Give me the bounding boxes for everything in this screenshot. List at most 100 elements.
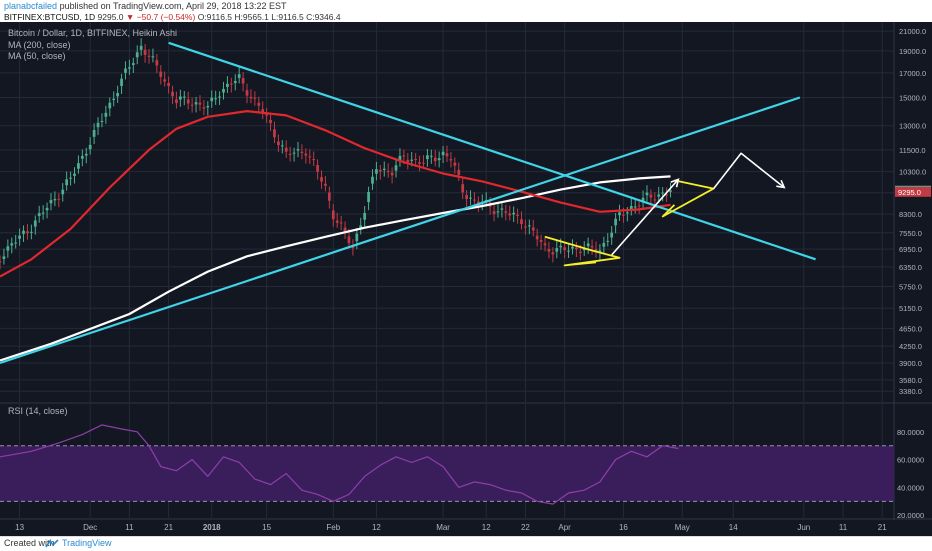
time-tick-label: 2018 [203, 523, 221, 532]
candle-body [233, 80, 237, 84]
ma200-line [0, 175, 671, 362]
candle-body [575, 247, 578, 250]
candle-body [563, 247, 567, 251]
candle-body [457, 169, 461, 175]
candle-body [500, 208, 504, 210]
price-tick-label: 10300.0 [899, 168, 926, 177]
candle-body [73, 173, 76, 176]
rsi-band-fill [0, 445, 894, 502]
flag-may[interactable] [661, 179, 715, 218]
chart-svg[interactable]: 21000.0 19000.0 17000.0 15000.0 13000.0 11500… [0, 22, 932, 538]
candle-body [484, 199, 488, 201]
price-tick-label: 6950.0 [899, 245, 922, 254]
candle-body [151, 56, 155, 58]
candle-body [371, 176, 374, 184]
flag-april[interactable] [544, 235, 621, 267]
candle-body [531, 227, 535, 231]
candle-body [84, 153, 88, 156]
rsi-title: RSI (14, close) [8, 406, 68, 416]
price-tick-label: 13000.0 [899, 122, 926, 131]
candle-body [53, 199, 57, 201]
candle-body [96, 122, 100, 128]
candle-body [116, 92, 120, 97]
candle-body [108, 102, 112, 109]
time-tick-label: Dec [83, 523, 97, 532]
chart-area[interactable]: 21000.0 19000.0 17000.0 15000.0 13000.0 11500… [0, 22, 932, 538]
candle-body [300, 151, 304, 153]
candle-body [284, 147, 288, 152]
time-tick-label: 21 [878, 523, 887, 532]
candle-body [57, 198, 61, 200]
candle-body [198, 102, 202, 105]
candle-body [496, 211, 500, 213]
price-tag-label: 9295.0 [898, 188, 921, 197]
time-tick-label: 12 [482, 523, 491, 532]
rsi-line [0, 424, 679, 505]
candle-body [535, 235, 539, 240]
candle-body [45, 207, 49, 211]
candle-body [343, 227, 347, 232]
author-link[interactable]: planabcfailed [4, 1, 58, 11]
arrowhead-icon [670, 178, 680, 188]
arrowhead-icon [776, 179, 786, 189]
candle-body [508, 213, 512, 216]
candle-body [186, 99, 190, 104]
candle-body [182, 96, 186, 98]
candle-body [280, 145, 284, 147]
candle-body [524, 226, 527, 228]
time-tick-label: 22 [521, 523, 530, 532]
candle-body [288, 154, 292, 156]
candle-body [124, 68, 127, 73]
time-tick-label: 11 [125, 523, 134, 532]
candle-body [649, 194, 653, 198]
candle-body [312, 159, 316, 161]
candle-body [206, 105, 210, 108]
candle-body [159, 71, 163, 77]
candle-body [618, 212, 621, 216]
candle-body [598, 250, 602, 252]
price-tick-label: 6350.0 [899, 263, 922, 272]
candle-body [512, 212, 516, 215]
candle-body [555, 248, 559, 252]
candle-body [316, 165, 319, 172]
candle-body [69, 177, 72, 179]
rsi-tick-label: 80.0000 [897, 428, 924, 437]
candle-body [516, 214, 519, 216]
candle-body [222, 88, 225, 93]
candle-body [308, 156, 312, 158]
arrow-rally[interactable] [611, 178, 679, 256]
candle-body [335, 220, 339, 223]
candle-body [171, 91, 174, 97]
candle-body [390, 172, 394, 176]
trendline-descending[interactable] [168, 41, 816, 261]
candle-body [375, 169, 378, 174]
candle-body [645, 192, 649, 196]
candle-body [473, 199, 476, 201]
candle-body [26, 231, 29, 234]
candle-body [18, 235, 21, 239]
candle-body [324, 183, 327, 186]
published-text: published on TradingView.com, April 29, … [59, 1, 287, 11]
trendline-ascending[interactable] [0, 96, 801, 365]
candle-body [433, 157, 437, 162]
publish-line: planabcfailed published on TradingView.c… [4, 1, 287, 11]
price-tick-label: 3900.0 [899, 359, 922, 368]
axes[interactable]: 21000.0 19000.0 17000.0 15000.0 13000.0 11500… [15, 27, 931, 532]
arrow-projection[interactable] [712, 152, 785, 190]
candle-body [559, 245, 563, 248]
legend-ma50: MA (50, close) [8, 51, 66, 61]
candle-body [41, 212, 45, 214]
tradingview-brand[interactable]: TradingView [62, 538, 112, 548]
rsi-tick-label: 40.0000 [897, 483, 924, 492]
candle-body [429, 155, 433, 157]
drawings[interactable] [0, 41, 816, 365]
price-tag [895, 186, 931, 197]
candle-body [590, 246, 594, 248]
candle-body [269, 119, 272, 124]
candle-body [398, 155, 402, 161]
candle-body [37, 213, 41, 216]
candle-body [637, 205, 641, 207]
candle-body [402, 155, 406, 157]
rsi-band [0, 445, 894, 502]
price-tick-label: 4250.0 [899, 342, 922, 351]
